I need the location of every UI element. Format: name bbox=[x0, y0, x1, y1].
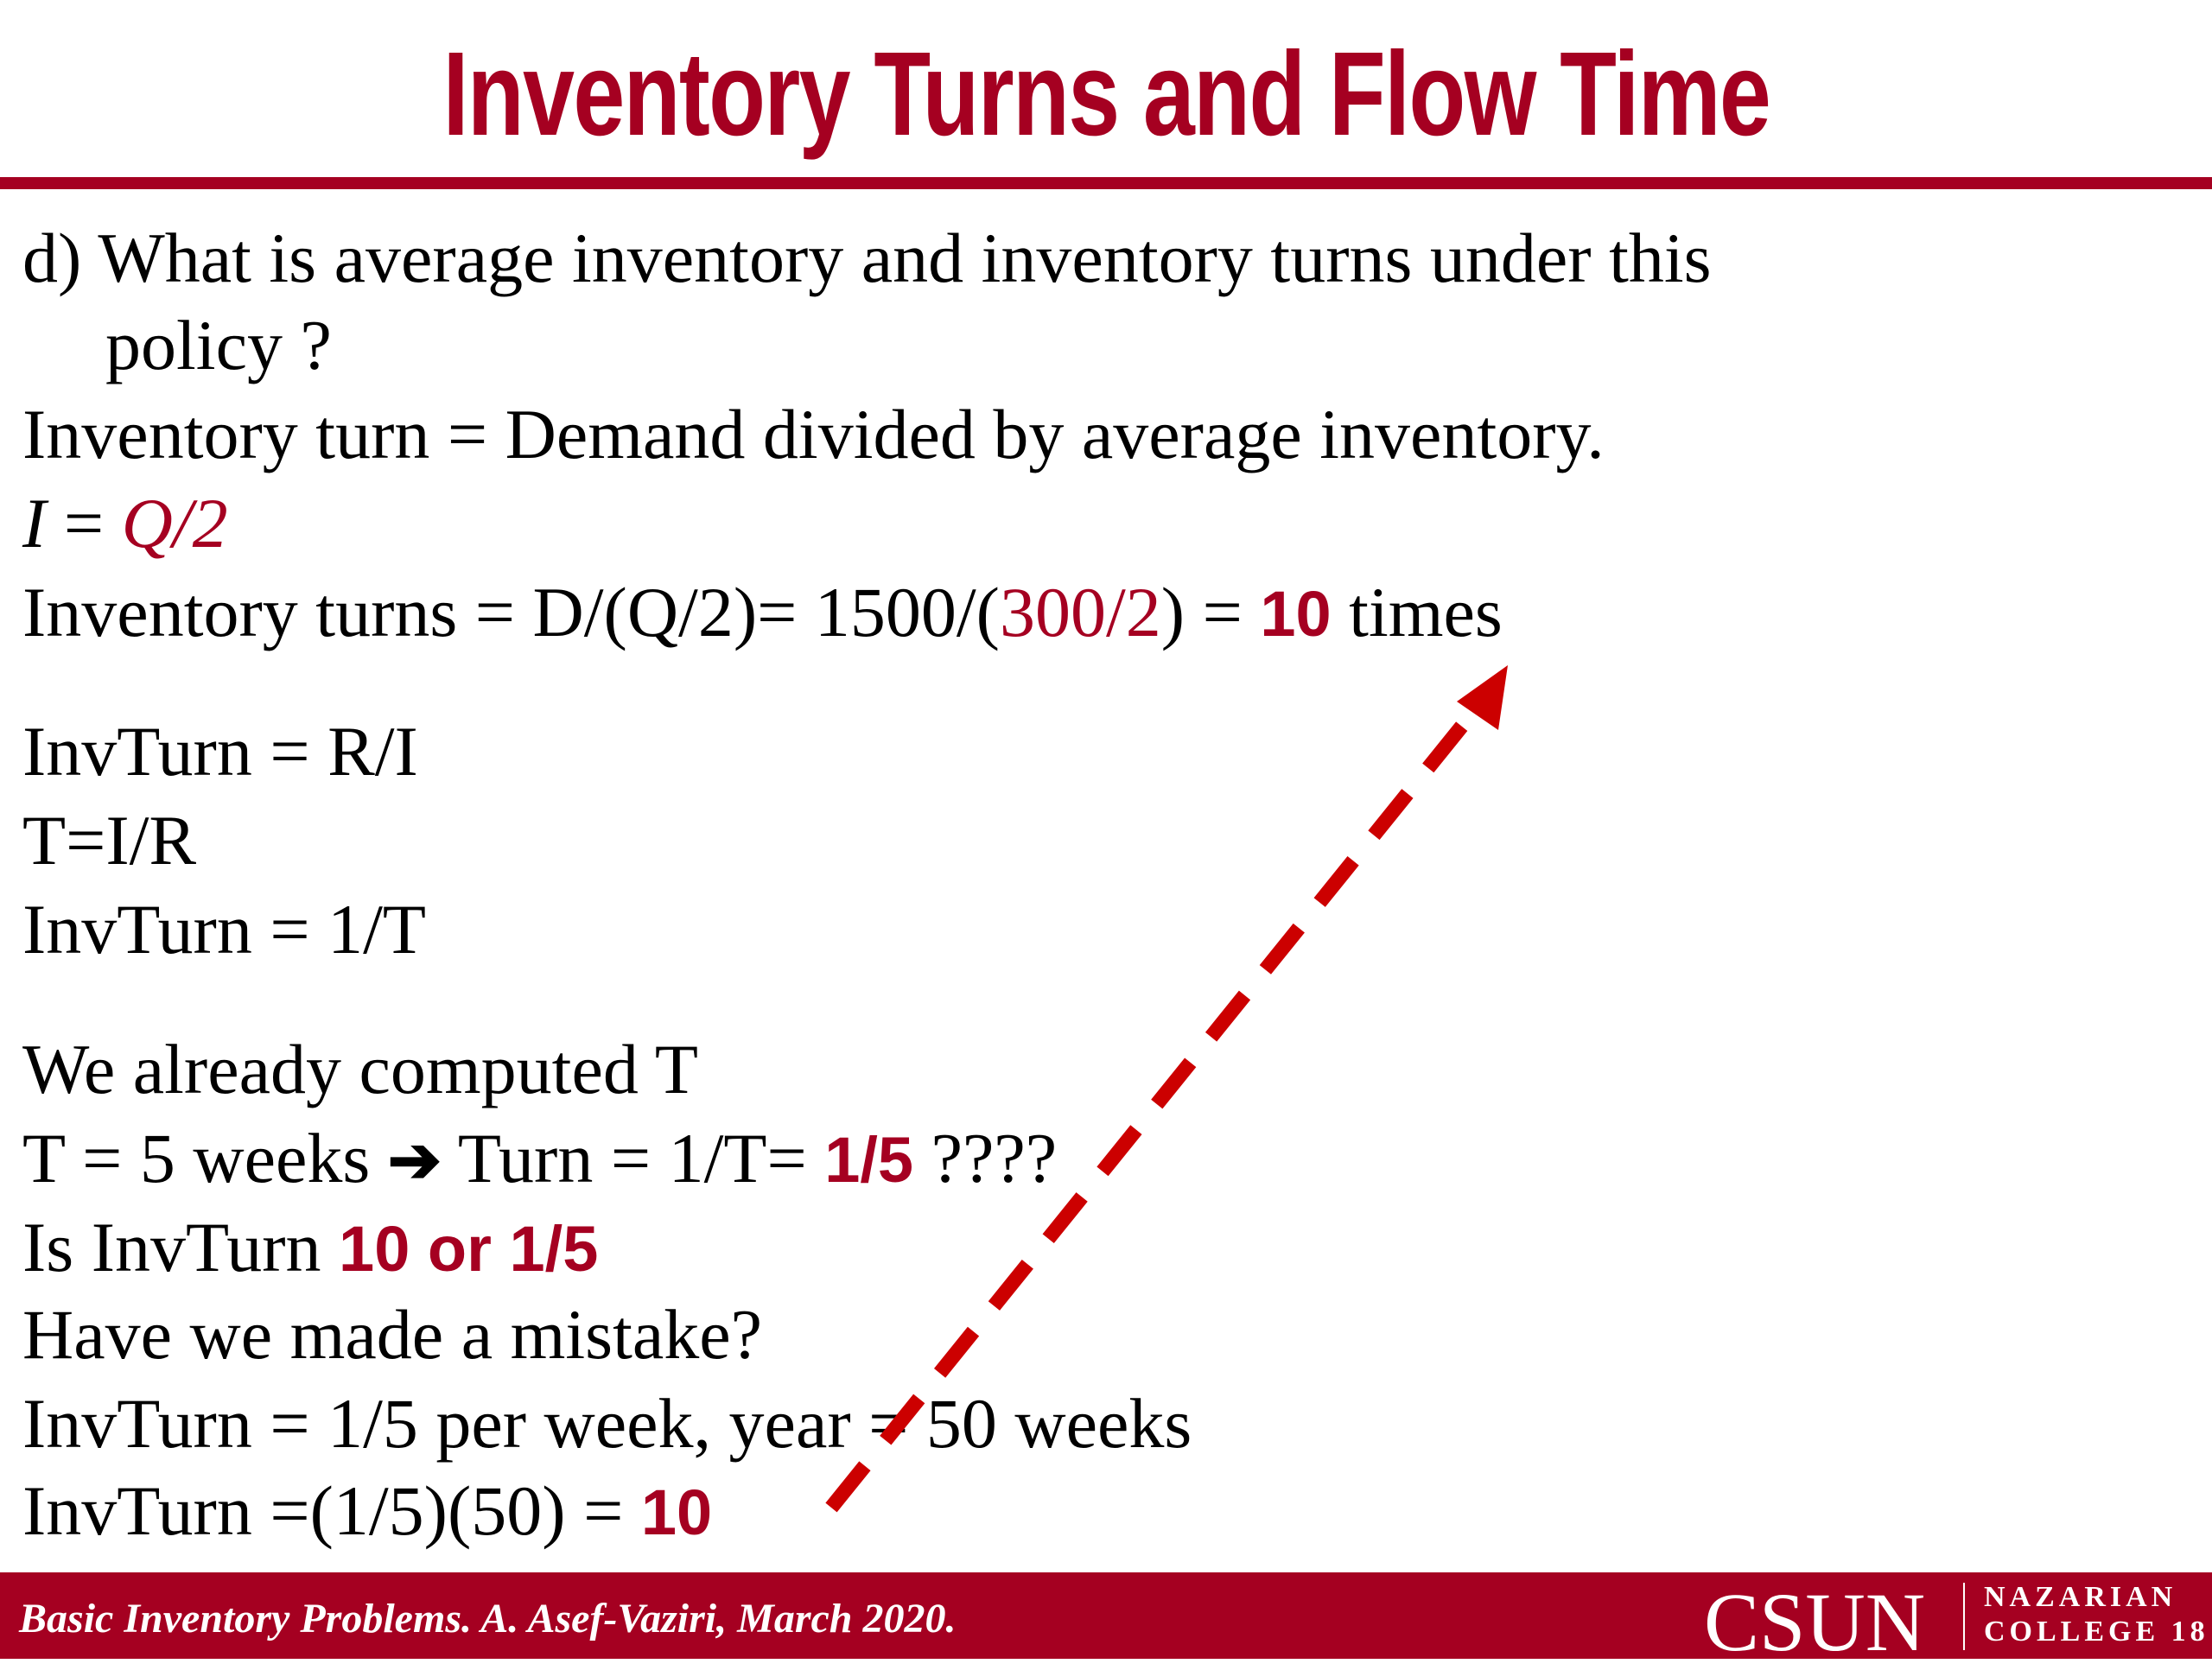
text-segment: T=I/R bbox=[22, 801, 197, 879]
text-segment: policy ? bbox=[105, 306, 332, 384]
text-segment: InvTurn =(1/5)(50) = bbox=[22, 1471, 641, 1550]
text-segment: Have we made a mistake? bbox=[22, 1295, 763, 1374]
text-line: d) What is average inventory and invento… bbox=[22, 215, 1712, 302]
slide-title: Inventory Turns and Flow Time bbox=[0, 26, 2212, 163]
page-number: 18 bbox=[2171, 1616, 2209, 1648]
college-name: NAZARIAN bbox=[1984, 1581, 2177, 1613]
college-line: COLLEGE bbox=[1984, 1616, 2160, 1648]
text-line: InvTurn = 1/5 per week, year = 50 weeks bbox=[22, 1381, 1192, 1467]
text-line: InvTurn =(1/5)(50) = 10 bbox=[22, 1468, 712, 1554]
text-segment: ) = bbox=[1160, 573, 1261, 651]
text-segment: InvTurn = R/I bbox=[22, 712, 418, 791]
text-segment: 300/2 bbox=[999, 573, 1161, 651]
text-segment: InvTurn = 1/T bbox=[22, 890, 426, 968]
text-segment: times bbox=[1331, 573, 1503, 651]
arrow-head bbox=[1457, 665, 1508, 730]
text-segment: Q/2 bbox=[121, 484, 228, 562]
text-line: InvTurn = 1/T bbox=[22, 886, 426, 973]
logo-divider bbox=[1963, 1583, 1965, 1650]
text-segment: Inventory turn = Demand divided by avera… bbox=[22, 395, 1605, 473]
title-rule bbox=[0, 177, 2212, 189]
text-line: InvTurn = R/I bbox=[22, 708, 418, 795]
footer: Basic Inventory Problems. A. Asef-Vaziri… bbox=[0, 1572, 2212, 1668]
text-segment: 10 or 1/5 bbox=[339, 1213, 599, 1285]
text-line: Have we made a mistake? bbox=[22, 1292, 762, 1378]
text-segment: Is InvTurn bbox=[22, 1208, 340, 1286]
text-segment: ➔ bbox=[387, 1124, 442, 1196]
text-line: T=I/R bbox=[22, 797, 196, 884]
text-segment: 1/5 bbox=[824, 1124, 914, 1196]
text-line: We already computed T bbox=[22, 1026, 698, 1113]
text-segment: Turn = 1/T= bbox=[441, 1119, 825, 1197]
text-segment: d) What is average inventory and invento… bbox=[22, 219, 1712, 297]
text-segment: We already computed T bbox=[22, 1030, 698, 1108]
text-segment: InvTurn = 1/5 per week, year = 50 weeks bbox=[22, 1384, 1192, 1463]
title-text: Inventory Turns and Flow Time bbox=[442, 28, 1770, 161]
text-segment: T = 5 weeks bbox=[22, 1119, 388, 1197]
text-segment: 10 bbox=[640, 1476, 713, 1548]
text-line: Inventory turns = D/(Q/2)= 1500/(300/2) … bbox=[22, 569, 1503, 656]
text-line: policy ? bbox=[105, 302, 332, 389]
footer-text: Basic Inventory Problems. A. Asef-Vaziri… bbox=[19, 1596, 957, 1641]
text-segment: 10 bbox=[1260, 578, 1332, 650]
text-segment: I bbox=[22, 484, 47, 562]
text-segment: = bbox=[46, 484, 122, 562]
text-line: I = Q/2 bbox=[22, 480, 228, 567]
text-line: Is InvTurn 10 or 1/5 bbox=[22, 1204, 598, 1291]
logo: CSUN bbox=[1704, 1576, 1926, 1668]
text-line: T = 5 weeks ➔ Turn = 1/T= 1/5 ???? bbox=[22, 1115, 1057, 1202]
text-segment: Inventory turns = D/(Q/2)= 1500/( bbox=[22, 573, 1000, 651]
text-line: Inventory turn = Demand divided by avera… bbox=[22, 391, 1605, 478]
text-segment: ???? bbox=[913, 1119, 1058, 1197]
